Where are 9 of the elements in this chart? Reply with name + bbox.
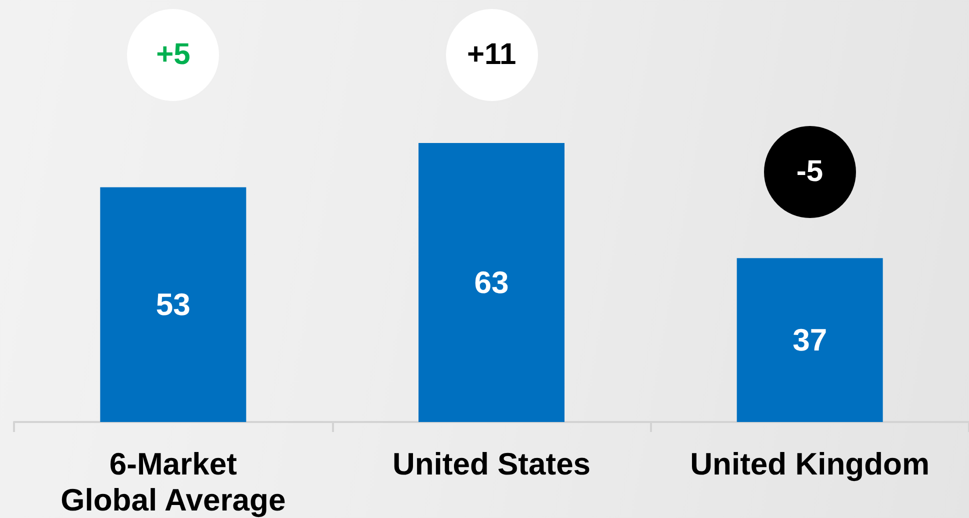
- data-label: 53: [156, 287, 190, 322]
- annotation: -5: [796, 155, 824, 189]
- text: +11: [467, 38, 516, 72]
- data-label: 37: [792, 322, 828, 358]
- x-tick-label: United Kingdom: [690, 446, 930, 482]
- data-label: 63: [474, 265, 509, 300]
- text: +5: [156, 38, 190, 72]
- x-tick-label: United States: [392, 446, 591, 482]
- x-tick-label: 6-Market Global Average: [60, 446, 286, 518]
